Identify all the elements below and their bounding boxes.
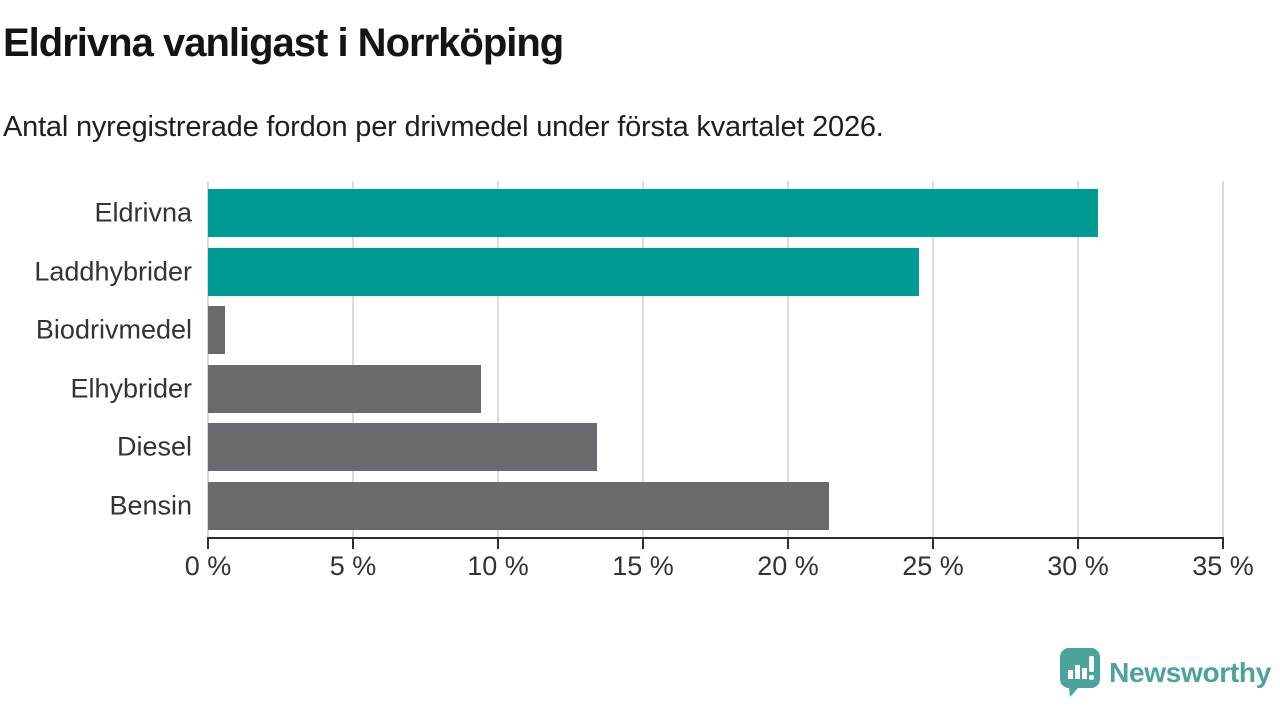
x-axis-tick-label: 25 % bbox=[902, 551, 964, 581]
newsworthy-logo-icon bbox=[1060, 648, 1101, 697]
x-axis-tick-label: 5 % bbox=[329, 551, 377, 581]
page-title: Eldrivna vanligast i Norrköping bbox=[3, 21, 564, 65]
newsworthy-logo-text: Newsworthy bbox=[1109, 656, 1271, 688]
x-axis-tick-label: 15 % bbox=[612, 551, 674, 581]
category-label-elhybrider: Elhybrider bbox=[70, 373, 192, 404]
x-axis-tick-label: 0 % bbox=[184, 551, 232, 581]
newsworthy-logo: Newsworthy bbox=[1060, 648, 1271, 697]
bar-eldrivna bbox=[208, 189, 1099, 237]
gridline bbox=[207, 181, 209, 537]
category-label-eldrivna: Eldrivna bbox=[94, 197, 192, 228]
gridline bbox=[352, 181, 354, 537]
x-axis-tick-label: 35 % bbox=[1192, 551, 1254, 581]
category-label-biodrivmedel: Biodrivmedel bbox=[35, 314, 192, 345]
x-axis-tick bbox=[1222, 537, 1224, 549]
x-axis-tick bbox=[207, 537, 209, 549]
x-axis-tick bbox=[932, 537, 934, 549]
gridline bbox=[497, 181, 499, 537]
x-axis-tick-label: 20 % bbox=[757, 551, 819, 581]
bar-elhybrider bbox=[208, 364, 481, 413]
x-axis-tick bbox=[497, 537, 499, 549]
x-axis-tick-label: 10 % bbox=[467, 551, 529, 581]
category-label-diesel: Diesel bbox=[116, 431, 192, 462]
x-axis-tick bbox=[352, 537, 354, 549]
gridline bbox=[787, 181, 789, 537]
gridline bbox=[932, 181, 934, 537]
bar-biodrivmedel bbox=[208, 306, 226, 355]
chart-subtitle: Antal nyregistrerade fordon per drivmede… bbox=[3, 111, 884, 143]
category-label-bensin: Bensin bbox=[109, 490, 192, 521]
bar-diesel bbox=[208, 423, 597, 472]
gridline bbox=[642, 181, 644, 537]
x-axis-tick-label: 30 % bbox=[1047, 551, 1109, 581]
bar-laddhybrider bbox=[208, 247, 919, 296]
x-axis-tick bbox=[642, 537, 644, 549]
category-label-laddhybrider: Laddhybrider bbox=[34, 256, 192, 287]
x-axis-line bbox=[207, 537, 1224, 539]
gridline bbox=[1222, 181, 1224, 537]
x-axis-tick bbox=[1077, 537, 1079, 549]
bar-bensin bbox=[208, 482, 829, 530]
gridline bbox=[1077, 181, 1079, 537]
x-axis-tick bbox=[787, 537, 789, 549]
